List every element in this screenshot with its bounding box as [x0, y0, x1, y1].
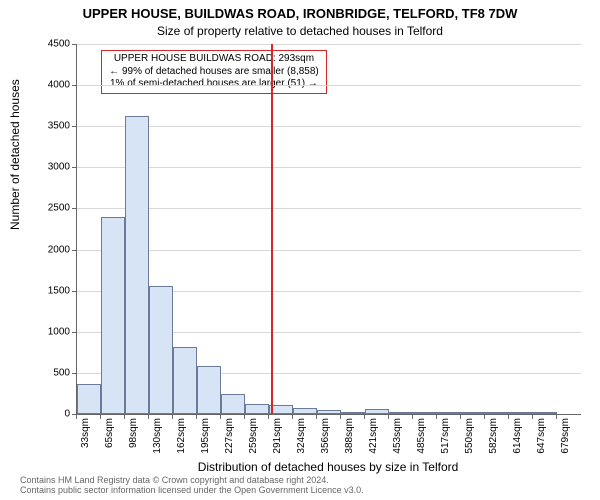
histogram-bar: [293, 408, 317, 414]
histogram-bar: [461, 412, 485, 414]
ytick-mark: [72, 44, 77, 45]
histogram-bar: [413, 412, 437, 414]
xtick-label: 65sqm: [104, 418, 115, 468]
histogram-bar: [365, 409, 389, 414]
ytick-label: 2000: [30, 244, 70, 255]
xtick-mark: [436, 414, 437, 419]
chart-root: UPPER HOUSE, BUILDWAS ROAD, IRONBRIDGE, …: [0, 0, 600, 500]
xtick-label: 356sqm: [320, 418, 331, 468]
ytick-label: 500: [30, 367, 70, 378]
histogram-bar: [533, 412, 557, 414]
ytick-mark: [72, 85, 77, 86]
xtick-mark: [532, 414, 533, 419]
xtick-mark: [100, 414, 101, 419]
xtick-mark: [316, 414, 317, 419]
footer-line-2: Contains public sector information licen…: [20, 486, 364, 496]
xtick-mark: [364, 414, 365, 419]
grid-line: [77, 126, 581, 127]
xtick-label: 550sqm: [464, 418, 475, 468]
histogram-bar: [77, 384, 101, 414]
xtick-mark: [76, 414, 77, 419]
ytick-label: 1500: [30, 285, 70, 296]
histogram-bar: [317, 410, 341, 414]
xtick-label: 291sqm: [272, 418, 283, 468]
histogram-bar: [437, 412, 461, 414]
histogram-bar: [245, 404, 269, 414]
xtick-label: 421sqm: [368, 418, 379, 468]
xtick-label: 195sqm: [200, 418, 211, 468]
histogram-bar: [389, 412, 413, 414]
xtick-label: 679sqm: [560, 418, 571, 468]
ytick-mark: [72, 373, 77, 374]
xtick-mark: [412, 414, 413, 419]
plot-area: UPPER HOUSE BUILDWAS ROAD: 293sqm ← 99% …: [76, 44, 581, 415]
grid-line: [77, 167, 581, 168]
histogram-bar: [149, 286, 173, 414]
xtick-label: 259sqm: [248, 418, 259, 468]
xtick-mark: [148, 414, 149, 419]
histogram-bar: [341, 412, 365, 414]
xtick-label: 227sqm: [224, 418, 235, 468]
histogram-bar: [485, 412, 509, 414]
ytick-mark: [72, 208, 77, 209]
xtick-mark: [196, 414, 197, 419]
footer-text: Contains HM Land Registry data © Crown c…: [20, 476, 364, 496]
xtick-mark: [340, 414, 341, 419]
grid-line: [77, 208, 581, 209]
xtick-label: 98sqm: [128, 418, 139, 468]
title-main: UPPER HOUSE, BUILDWAS ROAD, IRONBRIDGE, …: [0, 6, 600, 21]
ytick-mark: [72, 332, 77, 333]
xtick-label: 324sqm: [296, 418, 307, 468]
histogram-bar: [173, 347, 197, 414]
xtick-mark: [460, 414, 461, 419]
xtick-label: 162sqm: [176, 418, 187, 468]
ytick-label: 2500: [30, 203, 70, 214]
grid-line: [77, 44, 581, 45]
title-sub: Size of property relative to detached ho…: [0, 24, 600, 38]
ytick-label: 3000: [30, 162, 70, 173]
ytick-label: 3500: [30, 121, 70, 132]
ytick-label: 4500: [30, 39, 70, 50]
ytick-mark: [72, 167, 77, 168]
histogram-bar: [197, 366, 221, 415]
xtick-label: 33sqm: [80, 418, 91, 468]
ytick-mark: [72, 250, 77, 251]
xtick-label: 647sqm: [536, 418, 547, 468]
annotation-line-2: ← 99% of detached houses are smaller (8,…: [106, 66, 322, 79]
ytick-mark: [72, 126, 77, 127]
marker-line: [271, 44, 273, 414]
xtick-label: 388sqm: [344, 418, 355, 468]
xtick-mark: [172, 414, 173, 419]
xtick-mark: [292, 414, 293, 419]
xtick-label: 130sqm: [152, 418, 163, 468]
xtick-mark: [124, 414, 125, 419]
ytick-mark: [72, 291, 77, 292]
histogram-bar: [509, 412, 533, 414]
xtick-mark: [244, 414, 245, 419]
ytick-label: 4000: [30, 80, 70, 91]
grid-line: [77, 85, 581, 86]
xtick-mark: [388, 414, 389, 419]
xtick-label: 453sqm: [392, 418, 403, 468]
histogram-bar: [221, 394, 245, 414]
y-axis-label: Number of detached houses: [8, 79, 22, 230]
xtick-mark: [484, 414, 485, 419]
annotation-box: UPPER HOUSE BUILDWAS ROAD: 293sqm ← 99% …: [101, 50, 327, 94]
xtick-mark: [220, 414, 221, 419]
histogram-bar: [125, 116, 149, 414]
xtick-label: 582sqm: [488, 418, 499, 468]
histogram-bar: [101, 217, 125, 414]
xtick-mark: [508, 414, 509, 419]
ytick-label: 1000: [30, 326, 70, 337]
ytick-label: 0: [30, 409, 70, 420]
xtick-mark: [556, 414, 557, 419]
annotation-line-1: UPPER HOUSE BUILDWAS ROAD: 293sqm: [106, 53, 322, 66]
xtick-label: 517sqm: [440, 418, 451, 468]
xtick-label: 614sqm: [512, 418, 523, 468]
xtick-mark: [268, 414, 269, 419]
grid-line: [77, 250, 581, 251]
xtick-label: 485sqm: [416, 418, 427, 468]
